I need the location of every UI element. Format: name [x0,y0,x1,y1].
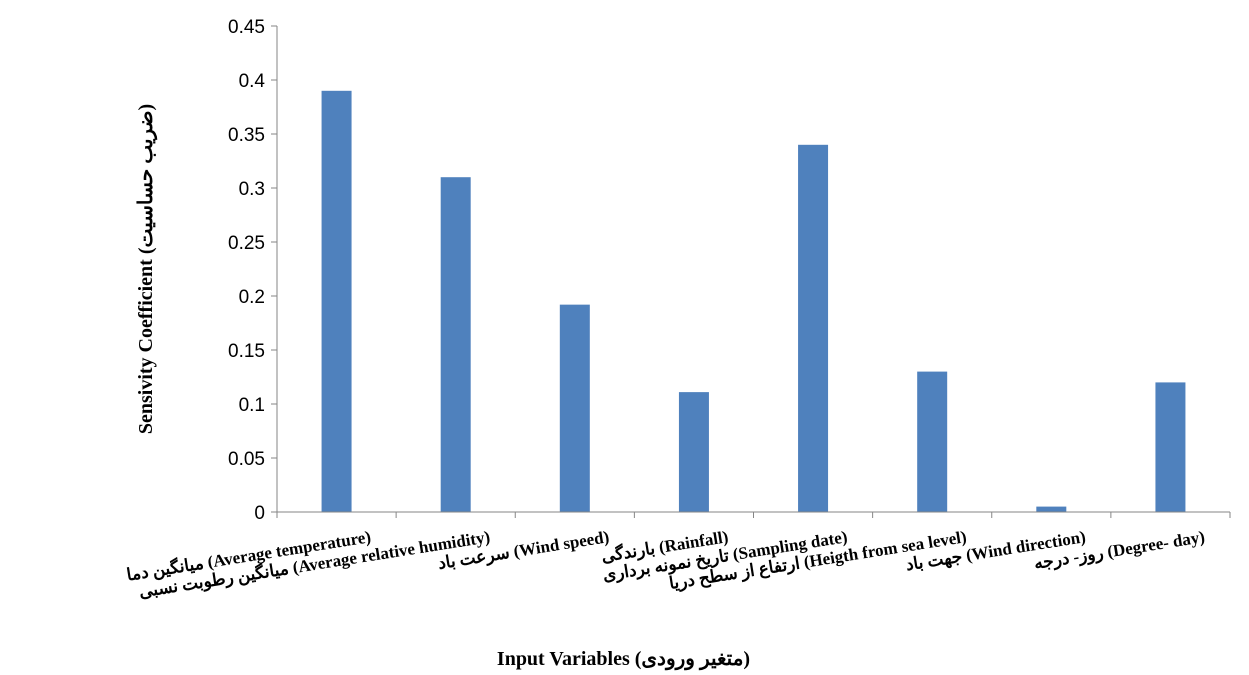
bars [321,90,1186,513]
bar [1036,506,1067,512]
y-tick-label: 0.05 [228,449,265,470]
x-axis-title: Input Variables (متغیر ورودی) [497,648,750,671]
bar [440,177,471,512]
bar [1155,382,1186,512]
y-tick-label: 0.35 [228,125,265,146]
bar [917,371,948,512]
y-tick-label: 0 [254,503,265,524]
y-tick-label: 0.15 [228,341,265,362]
bar [321,90,352,513]
y-tick-label: 0.25 [228,233,265,254]
bar [798,144,829,513]
y-tick-label: 0.4 [239,71,266,92]
y-tick-label: 0.1 [239,395,265,416]
y-axis-title: Sensivity Coefficient (ضریب حساسیت) [135,104,158,434]
bar [678,392,709,512]
bar [559,304,590,512]
y-axis-ticks: 0 0.05 0.1 0.15 0.2 0.25 0.3 0.35 0.4 0.45 [228,17,1231,524]
y-tick-label: 0.2 [239,287,265,308]
x-axis-category-labels: میانگین دما (Average temperature)میانگین… [125,526,1206,602]
y-tick-label: 0.45 [228,17,265,38]
y-tick-label: 0.3 [239,179,265,200]
